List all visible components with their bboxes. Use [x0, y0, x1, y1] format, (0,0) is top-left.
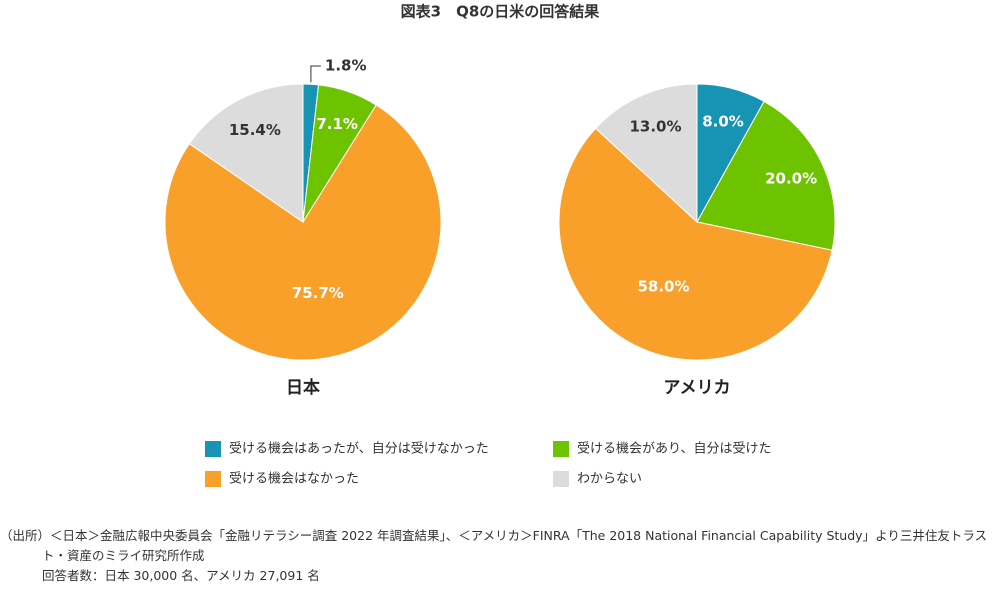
legend-swatch: [553, 471, 569, 487]
legend-label: わからない: [577, 472, 642, 487]
pie-slice: [558, 127, 833, 361]
slice-label: 75.7%: [292, 284, 344, 302]
note: 回答者数：日本 30,000 名、アメリカ 27,091 名: [42, 568, 320, 583]
legend-swatch: [205, 441, 221, 457]
pie-slice: [696, 100, 836, 251]
legend-label: 受ける機会はなかった: [229, 472, 359, 487]
source-block: （出所）＜日本＞金融広報中央委員会「金融リテラシー調査 2022 年調査結果」、…: [0, 526, 992, 586]
slice-label: 15.4%: [229, 121, 281, 139]
leader-line: [310, 65, 321, 83]
slice-label: 1.8%: [325, 57, 367, 75]
chart: 図表3 Q8の日米の回答結果 1.8% 7.1% 75.7% 15.4% 日本 8.0% 2…: [164, 3, 836, 487]
slice-label: 13.0%: [629, 118, 681, 136]
legend-swatch: [205, 471, 221, 487]
pie-title: アメリカ: [663, 378, 730, 398]
pie-slice: [188, 83, 304, 223]
pie-slice: [164, 104, 442, 361]
pie-title: 日本: [286, 377, 320, 398]
legend-swatch: [553, 441, 569, 457]
chart-title: 図表3 Q8の日米の回答結果: [401, 3, 601, 21]
slice-label: 58.0%: [637, 278, 689, 296]
legend-label: 受ける機会はあったが、自分は受けなかった: [229, 442, 489, 457]
slice-label: 7.1%: [316, 115, 358, 133]
pie-slice: [594, 83, 698, 224]
slice-label: 8.0%: [702, 112, 744, 130]
source: （出所）＜日本＞金融広報中央委員会「金融リテラシー調査 2022 年調査結果」、…: [0, 528, 988, 563]
slice-label: 20.0%: [765, 170, 817, 188]
legend-label: 受ける機会があり、自分は受けた: [577, 442, 771, 457]
